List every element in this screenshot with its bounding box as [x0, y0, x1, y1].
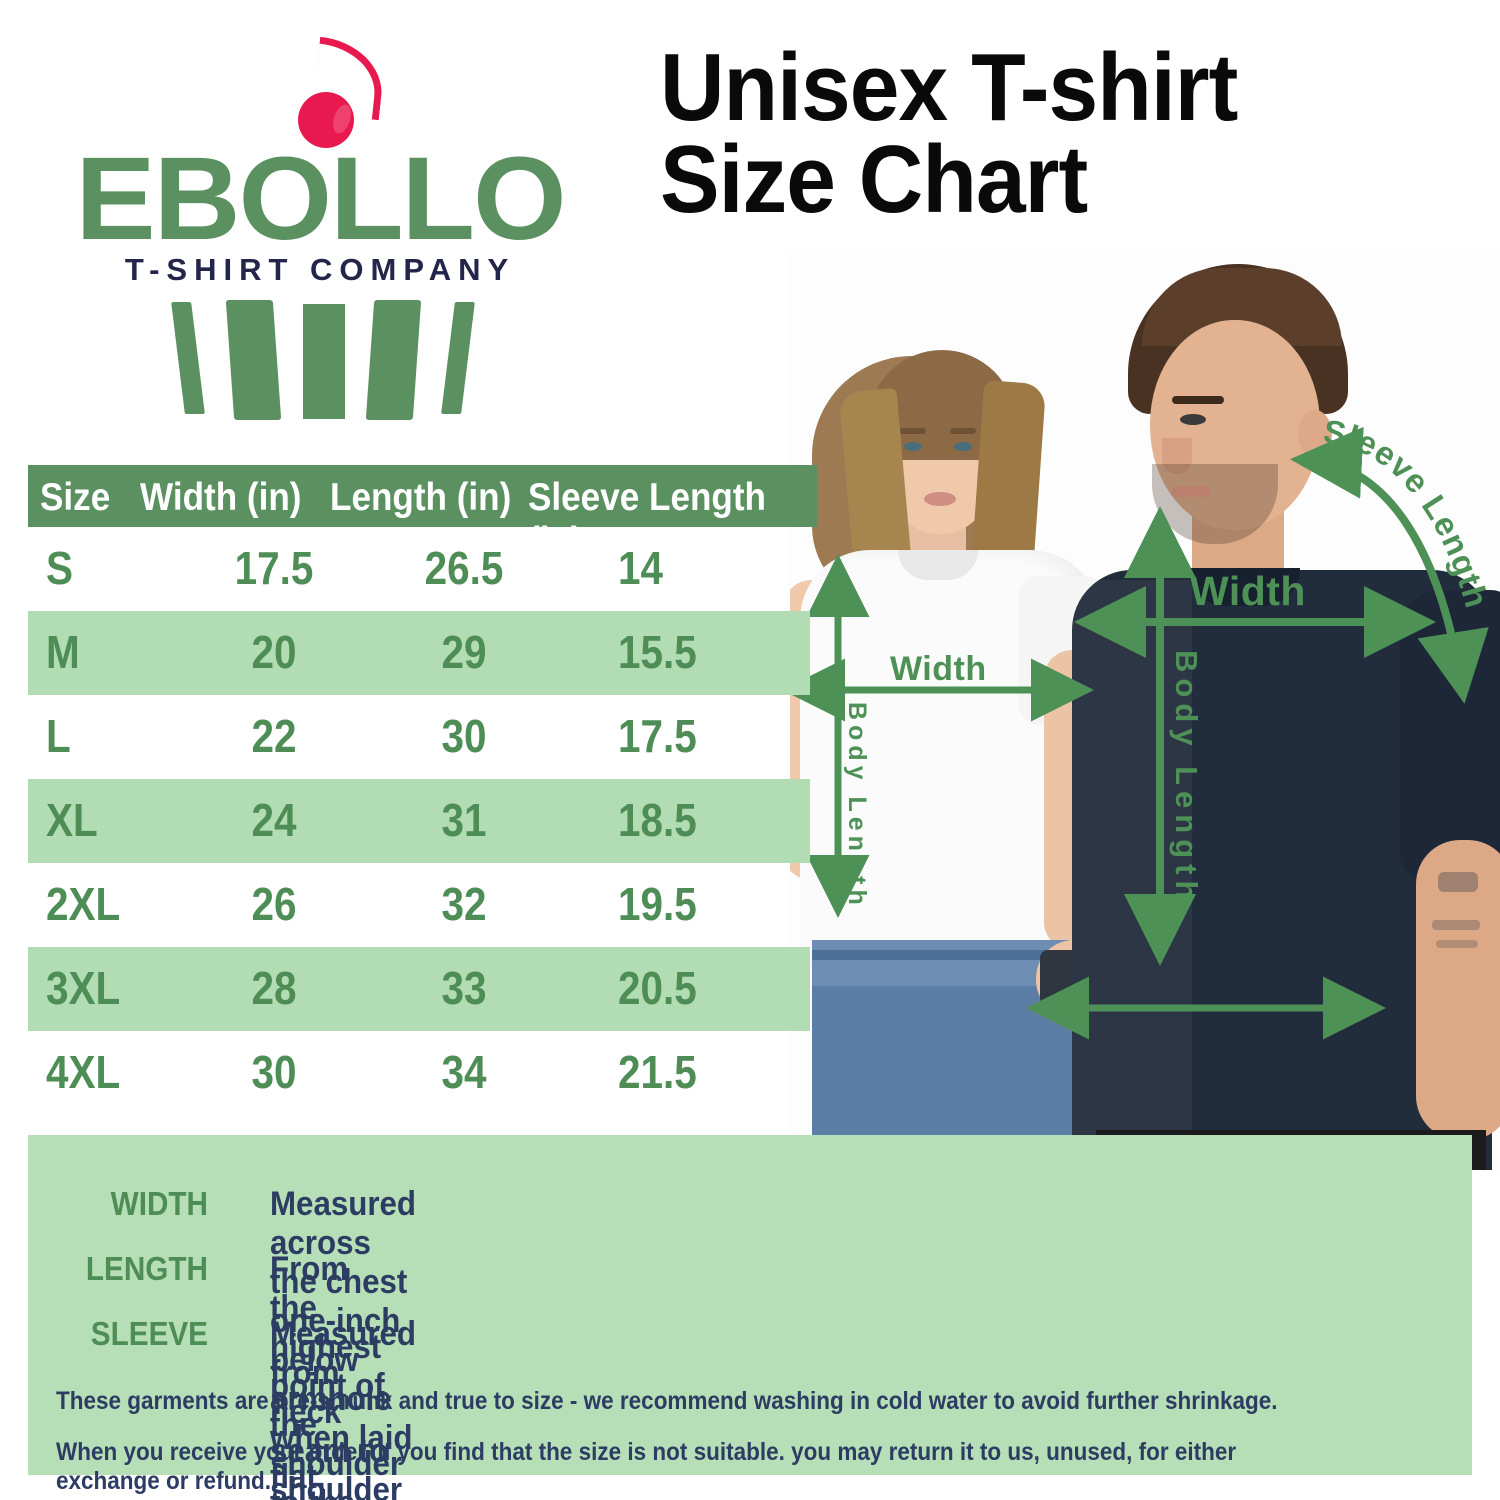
table-row: M 20 29 15.5	[28, 611, 810, 695]
cell-length: 32	[441, 878, 487, 930]
cell-sleeve: 21.5	[618, 1046, 697, 1098]
cell-length: 34	[441, 1046, 487, 1098]
cup-stripes-icon	[170, 298, 475, 423]
cell-width: 24	[251, 794, 297, 846]
column-header-length: Length (in)	[330, 476, 512, 519]
column-header-sleeve: Sleeve Length (in)	[528, 476, 766, 563]
cell-sleeve: 14	[618, 542, 664, 594]
cell-sleeve: 17.5	[618, 710, 697, 762]
cell-sleeve: 19.5	[618, 878, 697, 930]
column-header-width: Width (in)	[140, 476, 302, 519]
table-row: 4XL 30 34 21.5	[28, 1031, 810, 1115]
cell-length: 26.5	[424, 542, 504, 594]
table-row: XL 24 31 18.5	[28, 779, 810, 863]
measurement-legend-panel: WIDTH Measured across the chest one-inch…	[28, 1135, 1472, 1500]
legend-text-sleeve: Measured from neck seam to shoulder poin…	[270, 1315, 417, 1500]
cell-width: 26	[251, 878, 297, 930]
cell-length: 29	[441, 626, 487, 678]
brand-logo: EBOLLO T-SHIRT COMPANY	[60, 30, 580, 420]
table-header-row: Size Width (in) Length (in) Sleeve Lengt…	[28, 465, 817, 563]
cell-width: 17.5	[234, 542, 314, 594]
cell-size: 3XL	[46, 962, 121, 1014]
cell-length: 30	[441, 710, 487, 762]
models-photo	[790, 250, 1500, 1170]
table-row: 2XL 26 32 19.5	[28, 863, 810, 947]
legend-text-length: From the highest point of the shoulder t…	[270, 1250, 403, 1500]
legend-label-length: LENGTH	[85, 1250, 208, 1287]
page-title: Unisex T-shirt Size Chart	[660, 40, 1311, 234]
table-row: S 17.5 26.5 14	[28, 527, 810, 611]
cell-size: M	[46, 626, 80, 678]
page-title-line2: Size Chart	[660, 126, 1088, 234]
cell-width: 30	[251, 1046, 297, 1098]
page-title-line1: Unisex T-shirt	[660, 34, 1238, 141]
brand-tagline: T-SHIRT COMPANY	[124, 252, 516, 287]
cell-length: 31	[441, 794, 487, 846]
fine-print-line2: When you receive your order, if you find…	[56, 1438, 1237, 1495]
size-table: Size Width (in) Length (in) Sleeve Lengt…	[28, 465, 818, 1115]
table-row: 3XL 28 33 20.5	[28, 947, 810, 1031]
cell-size: L	[46, 710, 71, 762]
column-header-size: Size	[40, 476, 111, 519]
cell-size: S	[46, 542, 74, 594]
table-row: L 22 30 17.5	[28, 695, 810, 779]
legend-label-width: WIDTH	[110, 1185, 208, 1222]
cell-width: 28	[251, 962, 297, 1014]
cell-sleeve: 18.5	[618, 794, 697, 846]
legend-label-sleeve: SLEEVE	[90, 1315, 208, 1352]
legend-text-width: Measured across the chest one-inch below…	[270, 1185, 417, 1496]
fine-print-line1: These garments are pre-shrunk and true t…	[56, 1387, 1278, 1415]
cell-size: XL	[46, 794, 98, 846]
cell-sleeve: 20.5	[618, 962, 697, 1014]
cell-width: 22	[251, 710, 297, 762]
brand-name: EBOLLO	[75, 133, 566, 265]
cell-width: 20	[251, 626, 297, 678]
cell-sleeve: 15.5	[618, 626, 697, 678]
cell-size: 4XL	[46, 1046, 121, 1098]
cell-size: 2XL	[46, 878, 121, 930]
cell-length: 33	[441, 962, 487, 1014]
